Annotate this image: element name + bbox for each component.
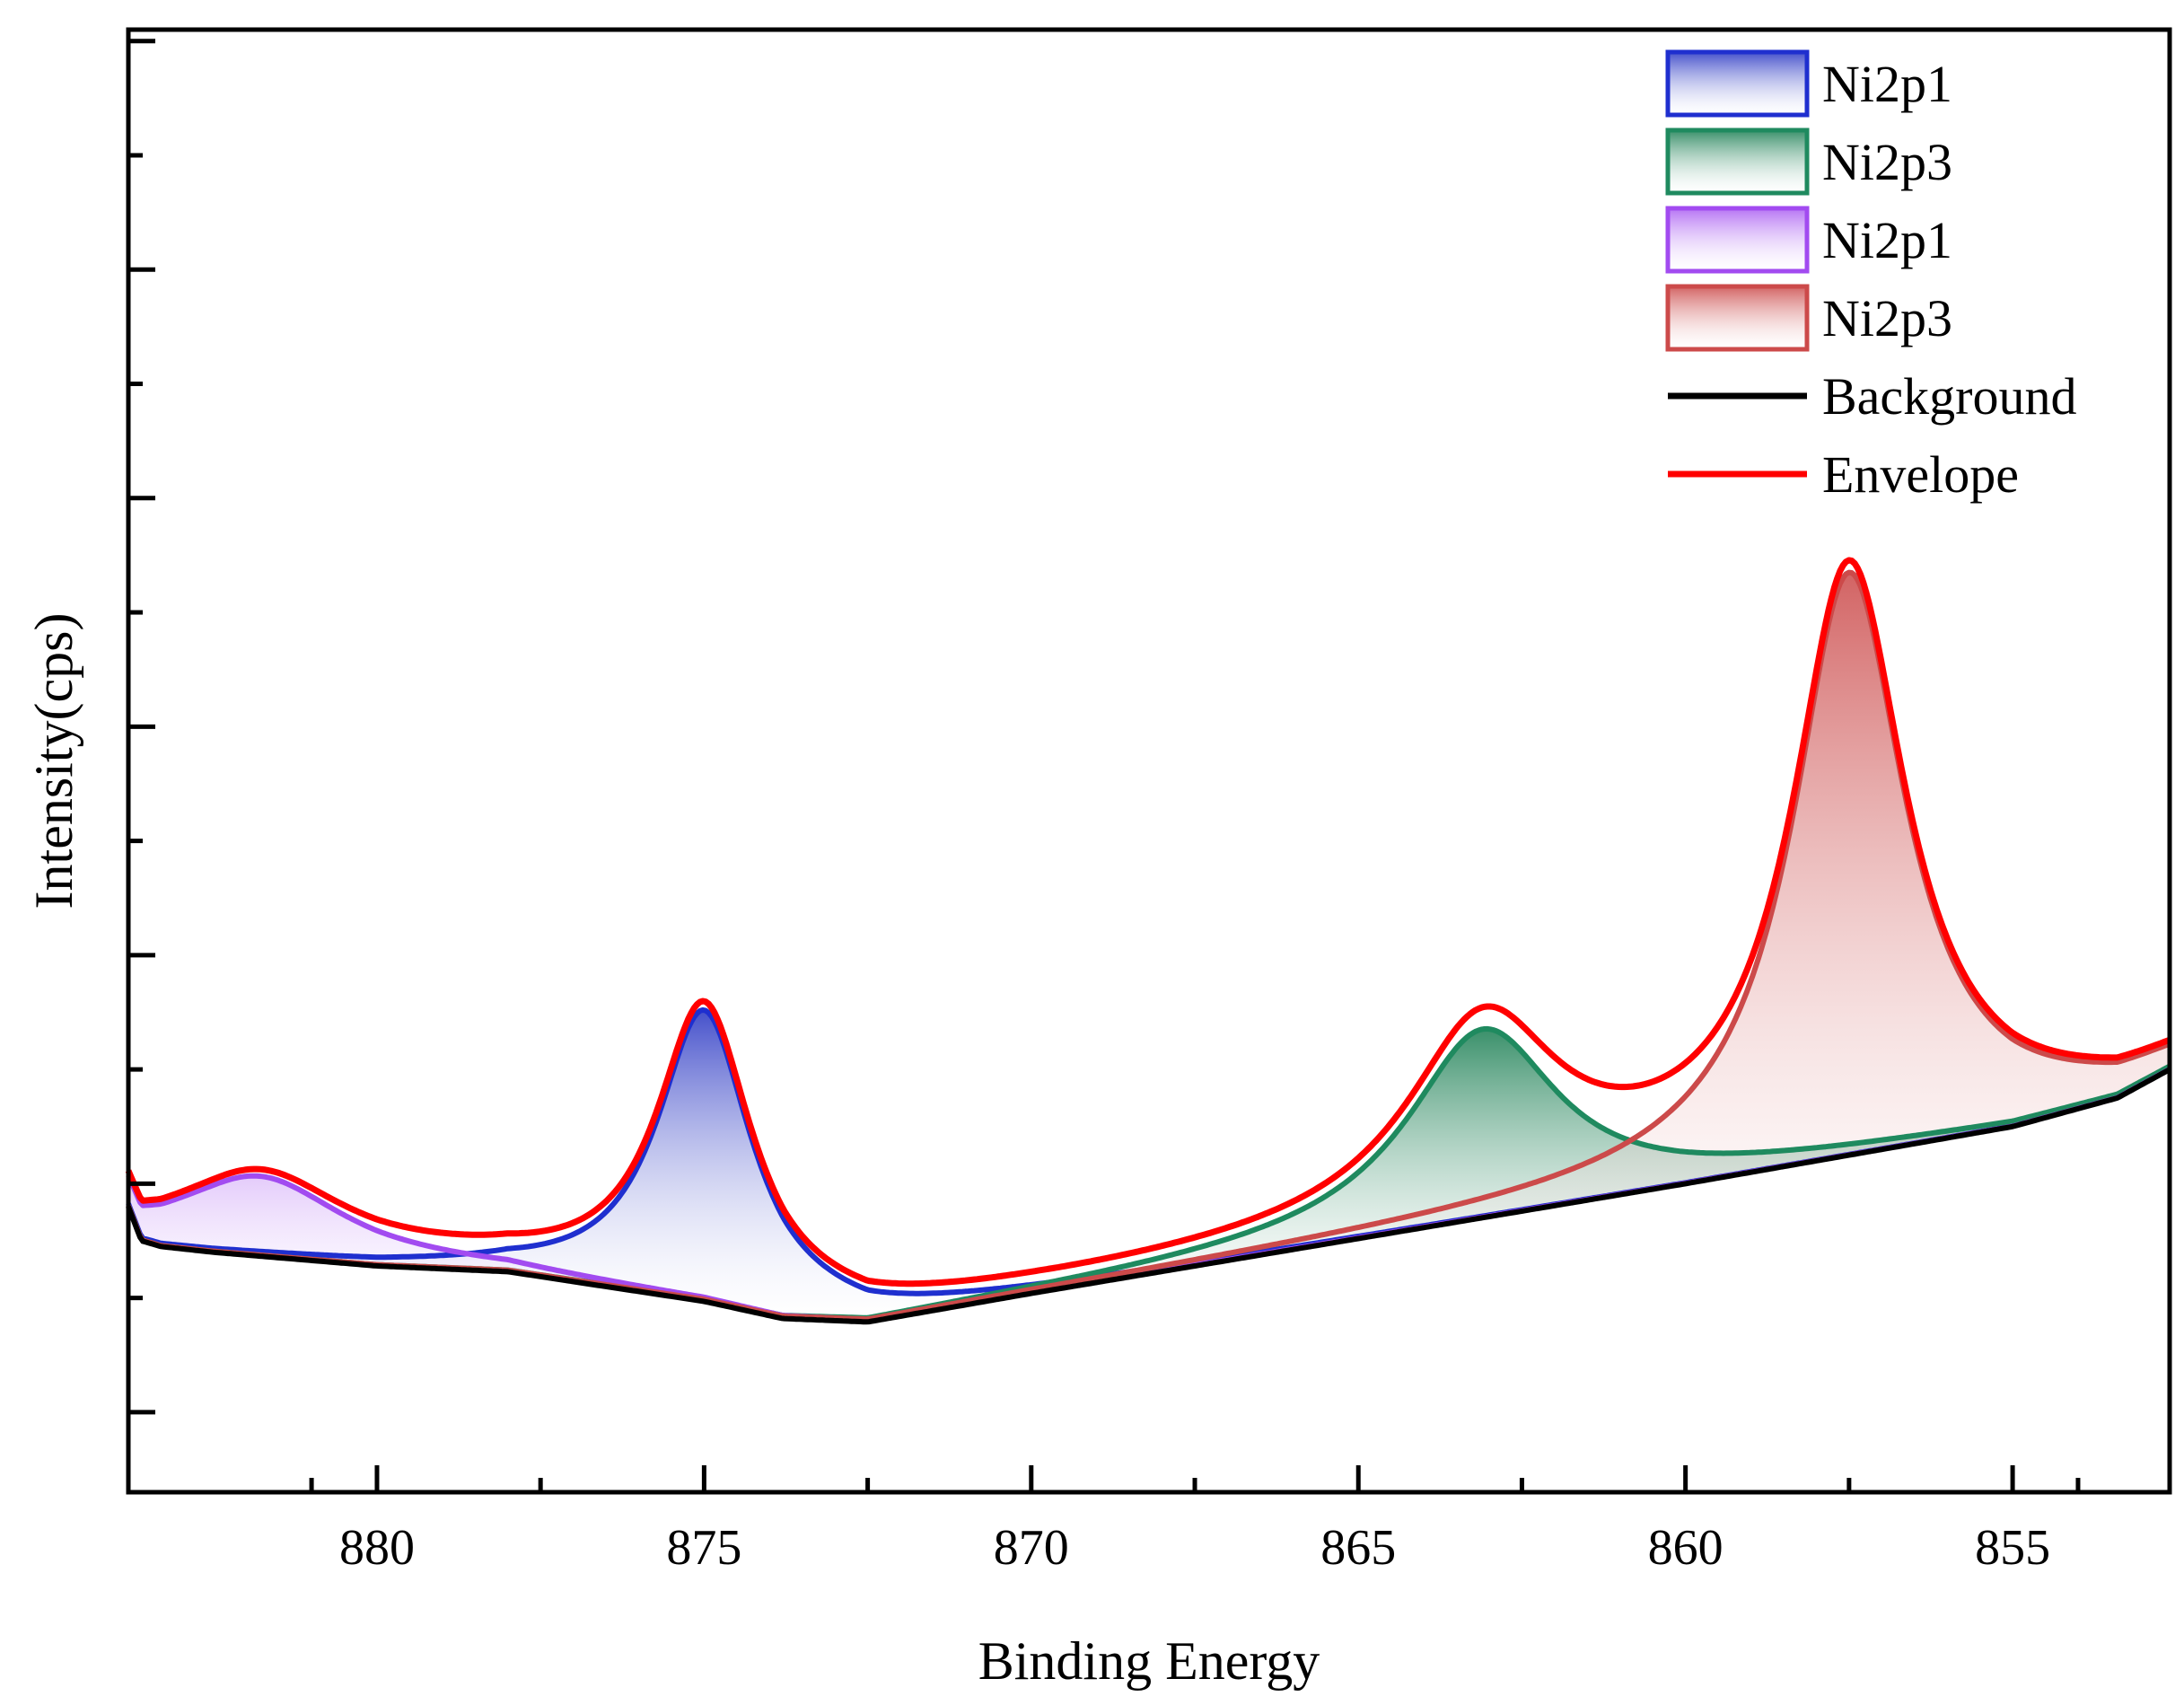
legend-label: Envelope — [1822, 445, 2019, 504]
peak-areas — [128, 572, 2170, 1323]
legend-label: Background — [1822, 367, 2077, 426]
y-axis-label: Intensity(cps) — [24, 613, 83, 910]
legend-label: Ni2p1 — [1822, 211, 1952, 269]
peak-area-3 — [128, 572, 2170, 1323]
peak-area-1 — [128, 1028, 2170, 1323]
curve-lines — [125, 557, 2171, 1325]
legend-swatch — [1665, 284, 1810, 352]
y-axis-ticks — [128, 39, 155, 1415]
legend-swatch — [1665, 206, 1810, 274]
x-axis-ticks: 880 875 870 865 860 855 — [309, 1465, 2081, 1576]
legend-label: Ni2p1 — [1822, 55, 1952, 113]
x-tick-label: 860 — [1648, 1520, 1724, 1576]
x-tick-label: 865 — [1320, 1520, 1396, 1576]
legend-swatch — [1665, 49, 1810, 118]
x-tick-label: 875 — [666, 1520, 741, 1576]
plot-frame — [126, 27, 2172, 1495]
legend-item: Background — [1668, 367, 2077, 426]
legend-item: Ni2p1 — [1665, 206, 1952, 274]
peak-area-0 — [128, 1009, 2170, 1323]
x-tick-label: 855 — [1975, 1520, 2050, 1576]
legend: Ni2p1 Ni2p3 Ni2p1 Ni2p3 Background Envelope — [1665, 49, 2077, 504]
legend-label: Ni2p3 — [1822, 133, 1952, 191]
x-tick-label: 870 — [994, 1520, 1069, 1576]
legend-swatch — [1665, 127, 1810, 196]
background-line — [126, 1067, 2171, 1325]
x-axis-label: Binding Energy — [978, 1631, 1320, 1691]
legend-item: Ni2p1 — [1665, 49, 1952, 118]
legend-item: Ni2p3 — [1665, 284, 1952, 352]
legend-item: Envelope — [1668, 445, 2019, 504]
legend-item: Ni2p3 — [1665, 127, 1952, 196]
legend-label: Ni2p3 — [1822, 289, 1952, 347]
x-tick-label: 880 — [339, 1520, 415, 1576]
envelope-line — [125, 557, 2171, 1288]
